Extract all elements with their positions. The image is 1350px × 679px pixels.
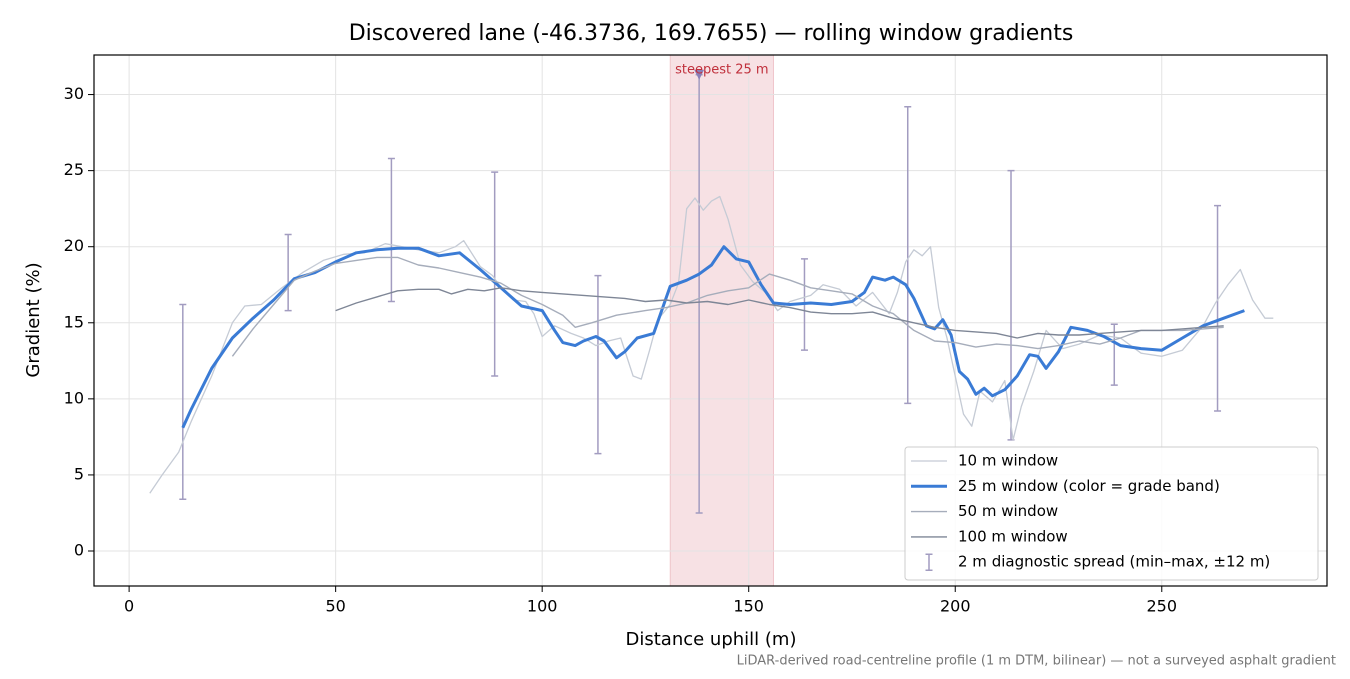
- highlight-label: steepest 25 m: [675, 63, 768, 78]
- legend-label: 50 m window: [958, 502, 1058, 520]
- error-bar: [594, 274, 602, 455]
- error-bar: [491, 171, 499, 377]
- legend-label: 10 m window: [958, 452, 1058, 470]
- error-bar: [1110, 323, 1118, 386]
- series-line: [231, 256, 1224, 357]
- y-tick-label: 5: [74, 464, 84, 483]
- y-tick-label: 10: [64, 388, 84, 407]
- y-tick-label: 30: [64, 84, 84, 103]
- x-tick-label: 0: [124, 597, 134, 616]
- x-tick-label: 50: [325, 597, 345, 616]
- chart-title: Discovered lane (-46.3736, 169.7655) — r…: [349, 21, 1074, 46]
- x-tick-label: 100: [527, 597, 558, 616]
- legend-label: 25 m window (color = grade band): [958, 477, 1220, 495]
- legend-label: 100 m window: [958, 527, 1068, 545]
- y-tick-label: 15: [64, 312, 84, 331]
- error-bar: [179, 303, 187, 501]
- error-bar: [1214, 204, 1222, 412]
- highlight-span: [669, 54, 774, 587]
- y-tick-label: 20: [64, 236, 84, 255]
- x-tick-label: 250: [1147, 597, 1178, 616]
- series-line: [335, 287, 1224, 339]
- error-bar: [904, 105, 912, 405]
- x-tick-label: 200: [940, 597, 971, 616]
- error-bar: [387, 157, 395, 303]
- y-tick-label: 25: [64, 160, 84, 179]
- legend-box: [904, 446, 1319, 581]
- x-tick-label: 150: [733, 597, 764, 616]
- legend-swatch: [925, 553, 933, 571]
- series-line: [181, 245, 1245, 429]
- legend-label: 2 m diagnostic spread (min–max, ±12 m): [958, 553, 1270, 571]
- y-tick-label: 0: [74, 541, 84, 560]
- x-axis-label: Distance uphill (m): [626, 629, 797, 650]
- plot-frame: [93, 54, 1328, 587]
- footnote: LiDAR-derived road-centreline profile (1…: [737, 654, 1336, 669]
- error-bar: [284, 233, 292, 312]
- y-axis-label: Gradient (%): [23, 262, 44, 377]
- peak-marker: [694, 69, 705, 80]
